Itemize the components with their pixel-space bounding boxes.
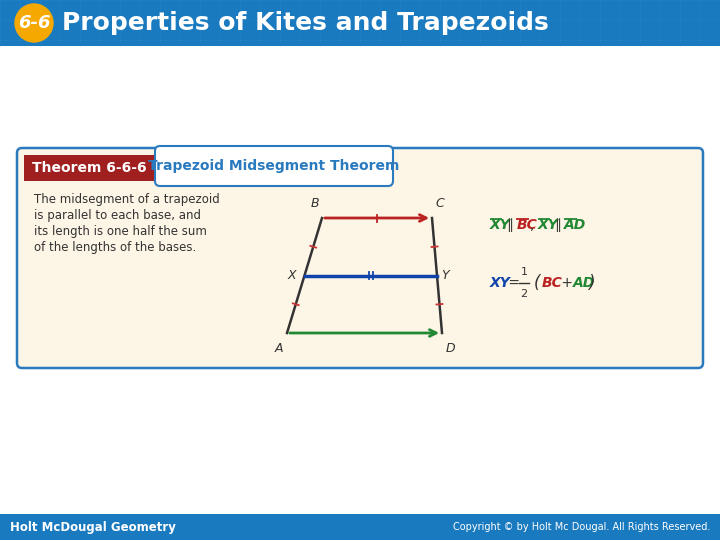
Text: ∥: ∥ — [506, 218, 513, 232]
Text: BC: BC — [542, 276, 563, 290]
Text: its length is one half the sum: its length is one half the sum — [34, 225, 207, 238]
Circle shape — [15, 4, 53, 42]
Text: X: X — [288, 269, 297, 282]
Text: XY: XY — [490, 276, 510, 290]
Text: Y: Y — [441, 269, 449, 282]
Text: Holt McDougal Geometry: Holt McDougal Geometry — [10, 521, 176, 534]
Text: ∥: ∥ — [554, 218, 561, 232]
Text: B: B — [310, 197, 319, 210]
FancyBboxPatch shape — [24, 155, 154, 181]
Text: XY: XY — [490, 218, 510, 232]
Text: 6-6: 6-6 — [18, 14, 50, 32]
Text: Copyright © by Holt Mc Dougal. All Rights Reserved.: Copyright © by Holt Mc Dougal. All Right… — [453, 522, 710, 532]
Bar — [0, 0, 720, 46]
Text: ,: , — [530, 218, 534, 232]
Text: BC: BC — [516, 218, 537, 232]
Text: ): ) — [588, 274, 595, 292]
Text: =: = — [504, 276, 524, 290]
Text: (: ( — [534, 274, 541, 292]
Text: D: D — [446, 342, 456, 355]
Text: Theorem 6-6-6: Theorem 6-6-6 — [32, 161, 146, 175]
Text: Trapezoid Midsegment Theorem: Trapezoid Midsegment Theorem — [148, 159, 400, 173]
Text: AD: AD — [573, 276, 595, 290]
Text: A: A — [274, 342, 283, 355]
Text: C: C — [435, 197, 444, 210]
FancyBboxPatch shape — [17, 148, 703, 368]
Text: 1: 1 — [521, 267, 528, 277]
Text: XY: XY — [538, 218, 559, 232]
FancyBboxPatch shape — [155, 146, 393, 186]
Text: of the lengths of the bases.: of the lengths of the bases. — [34, 241, 197, 254]
Text: is parallel to each base, and: is parallel to each base, and — [34, 209, 201, 222]
Text: Properties of Kites and Trapezoids: Properties of Kites and Trapezoids — [62, 11, 549, 35]
Bar — [0, 514, 720, 540]
Text: 2: 2 — [521, 289, 528, 299]
Text: The midsegment of a trapezoid: The midsegment of a trapezoid — [34, 193, 220, 206]
Text: AD: AD — [564, 218, 587, 232]
Text: +: + — [557, 276, 577, 290]
